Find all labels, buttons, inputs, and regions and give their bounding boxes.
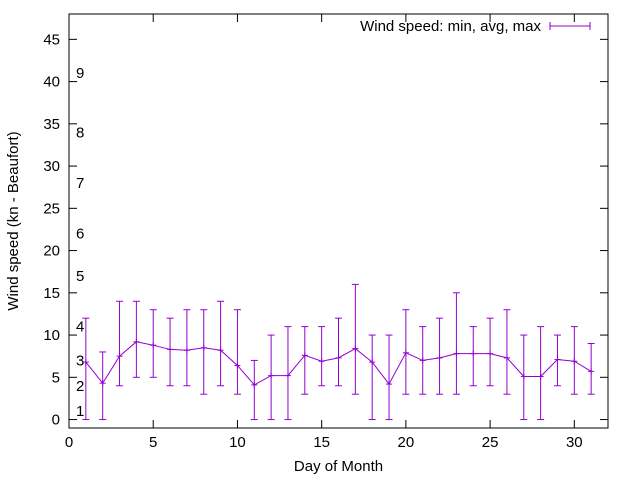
y-tick-label: 20 [43, 243, 60, 260]
x-tick-label: 5 [149, 434, 157, 451]
y-tick-label: 15 [43, 285, 60, 302]
x-axis: 0 5 10 15 20 25 30 [65, 14, 583, 451]
beaufort-label: 3 [76, 352, 84, 369]
plot-frame [68, 13, 609, 429]
y-tick-label: 25 [43, 200, 60, 217]
beaufort-label: 4 [76, 319, 84, 336]
x-tick-label: 10 [229, 434, 246, 451]
beaufort-label: 6 [76, 226, 84, 243]
y-tick-label: 30 [43, 158, 60, 175]
y-tick-label: 35 [43, 116, 60, 133]
beaufort-label: 2 [76, 378, 84, 395]
y-tick-label: 5 [52, 369, 60, 386]
x-tick-label: 15 [313, 434, 330, 451]
legend-label: Wind speed: min, avg, max [360, 18, 541, 35]
beaufort-labels: 1 2 3 4 5 6 7 8 9 [76, 65, 84, 420]
x-tick-label: 20 [398, 434, 415, 451]
beaufort-label: 5 [76, 268, 84, 285]
x-tick-label: 0 [65, 434, 73, 451]
y-tick-label: 45 [43, 31, 60, 48]
beaufort-label: 1 [76, 403, 84, 420]
beaufort-label: 8 [76, 124, 84, 141]
x-axis-title: Day of Month [294, 458, 383, 475]
y-axis-title: Wind speed (kn - Beaufort) [5, 131, 22, 310]
series-layer [82, 283, 595, 421]
y-tick-label: 40 [43, 74, 60, 91]
y-tick-label: 0 [52, 412, 60, 429]
beaufort-label: 9 [76, 65, 84, 82]
legend: Wind speed: min, avg, max [360, 18, 591, 35]
y-tick-label: 10 [43, 327, 60, 344]
beaufort-label: 7 [76, 175, 84, 192]
x-tick-label: 30 [566, 434, 583, 451]
x-tick-label: 25 [482, 434, 499, 451]
